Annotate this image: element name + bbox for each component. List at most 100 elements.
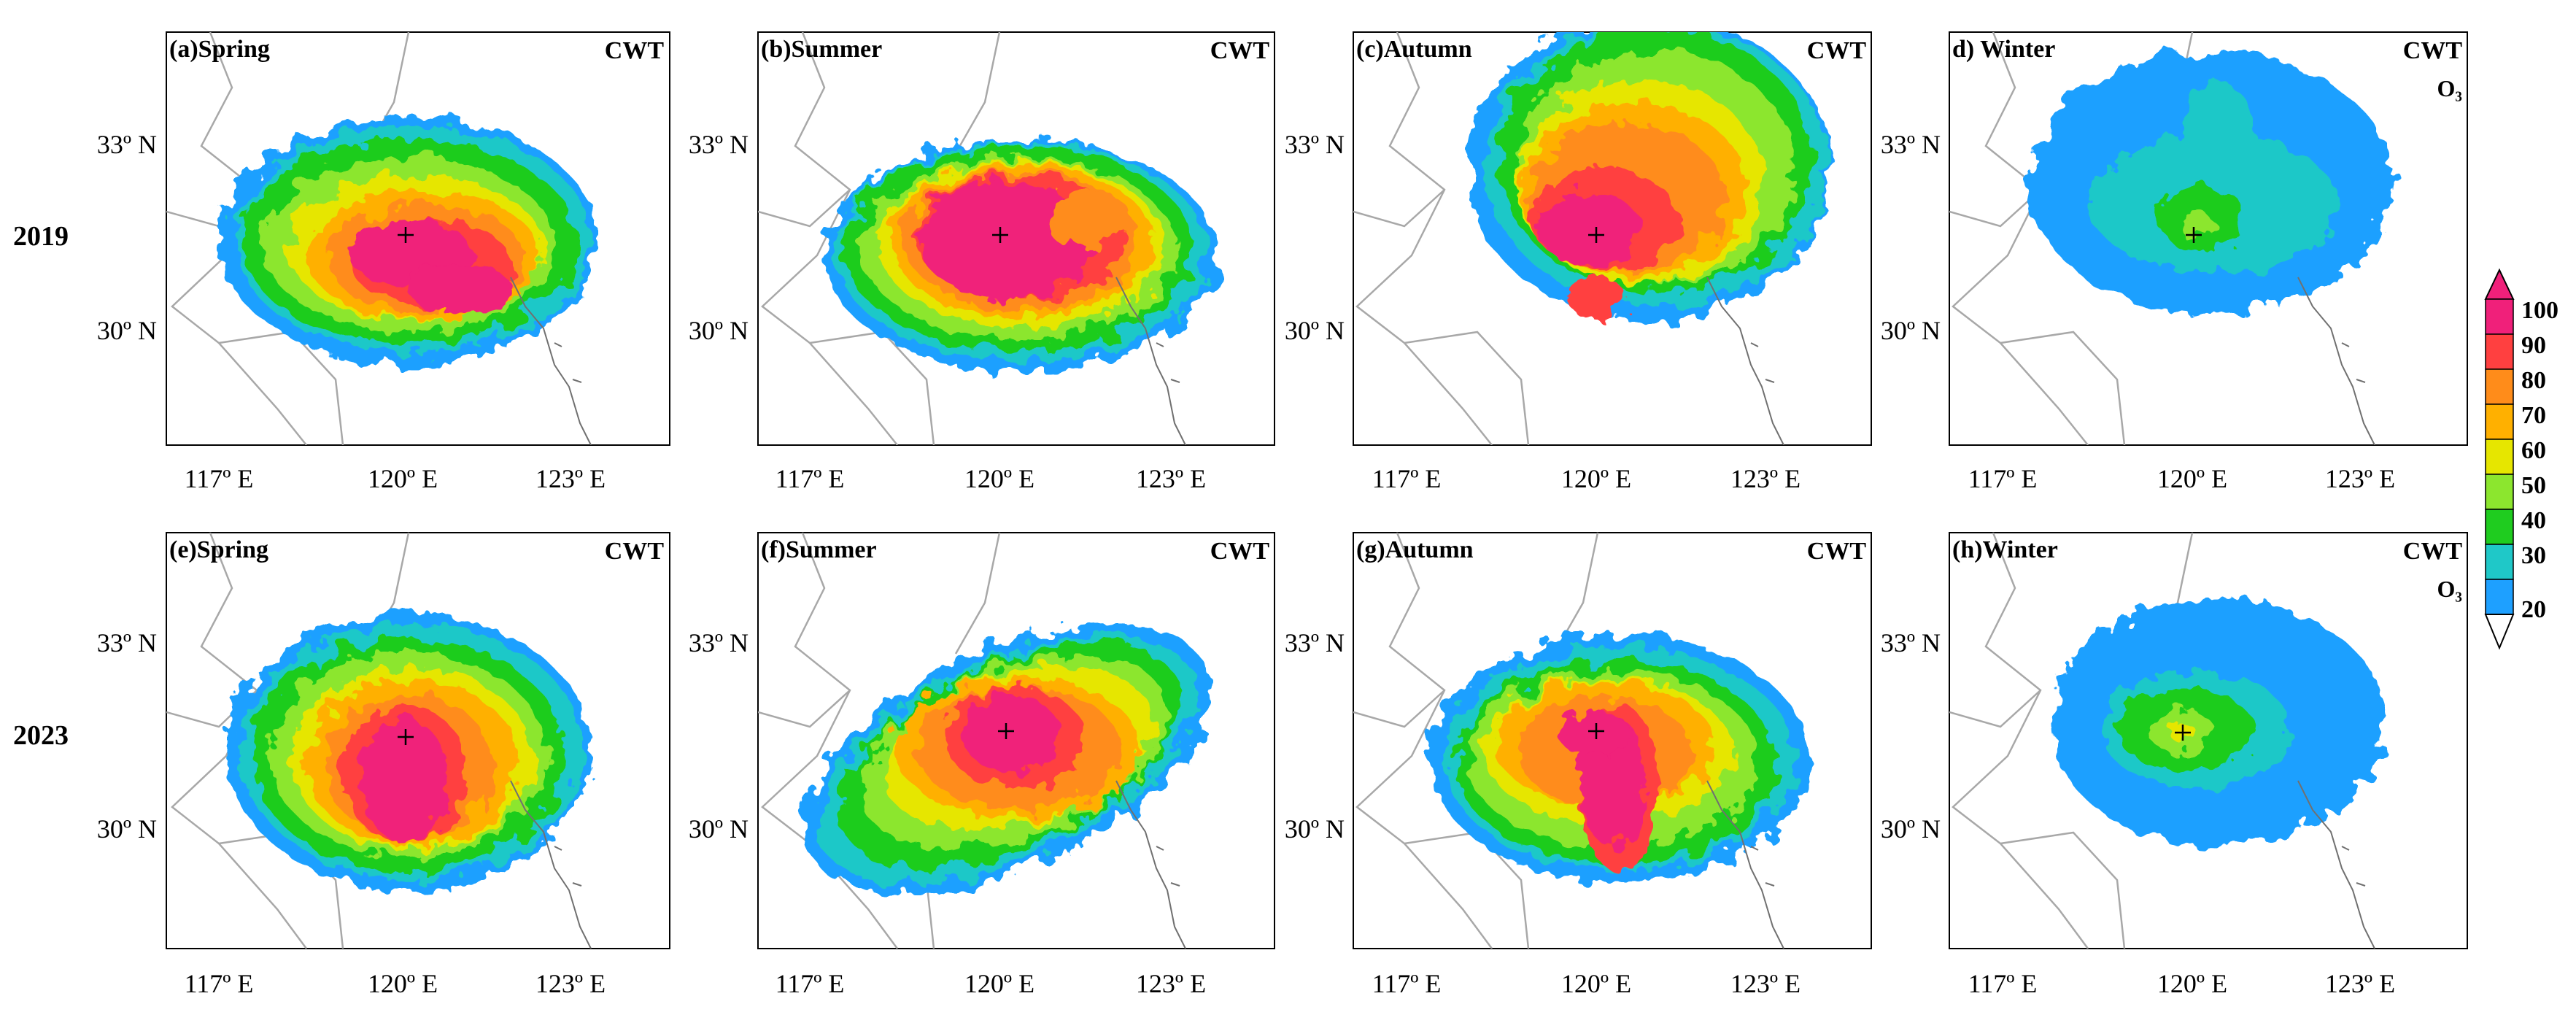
colorbar-bin — [2485, 509, 2514, 545]
x-tick: 123º E — [1730, 969, 1801, 998]
x-tick: 117º E — [185, 969, 254, 998]
receptor-marker — [1588, 723, 1604, 739]
x-tick: 117º E — [185, 464, 254, 493]
coastline — [1706, 277, 1784, 445]
colorbar-label: 90 — [2521, 332, 2546, 359]
y-tick: 33º N — [689, 628, 749, 657]
coastline — [1115, 277, 1186, 445]
x-tick: 117º E — [775, 464, 845, 493]
panel-a: (a)Spring CWT 33º N 30º N 117º E 120º E … — [97, 31, 670, 493]
colorbar-bin — [2485, 333, 2514, 370]
panel-label: (e)Spring — [169, 536, 268, 563]
panel-d: d) Winter CWT O₃ 33º N 30º N 117º E 120º… — [1881, 31, 2468, 493]
province-boundaries — [758, 32, 1001, 445]
x-tick: 120º E — [1561, 464, 1631, 493]
colorbar-label: 70 — [2521, 402, 2546, 429]
cwt-contours — [1430, 635, 1809, 883]
x-tick: 117º E — [1968, 464, 2038, 493]
colorbar-label: 100 — [2521, 297, 2558, 324]
colorbar-bin — [2485, 544, 2514, 580]
cwt-contours — [824, 139, 1218, 372]
x-tick: 117º E — [1372, 969, 1442, 998]
colorbar-label: 40 — [2521, 507, 2546, 534]
y-tick: 33º N — [1881, 628, 1941, 657]
receptor-marker — [2186, 227, 2202, 243]
colorbar: 100 90 80 70 60 50 40 30 20 — [2484, 268, 2558, 650]
panel-label: (b)Summer — [761, 36, 882, 63]
colorbar-top-arrow — [2484, 268, 2515, 300]
y-tick: 30º N — [97, 814, 157, 844]
province-boundaries — [758, 533, 1001, 949]
x-tick: 120º E — [368, 464, 438, 493]
province-boundaries — [1353, 533, 1599, 949]
year-label-2019: 2019 — [13, 221, 69, 252]
colorbar-bin — [2485, 404, 2514, 440]
method-label: CWT — [1210, 37, 1270, 64]
cwt-contours — [2050, 598, 2386, 846]
method-label: CWT — [1210, 538, 1270, 565]
panel-label: (c)Autumn — [1356, 36, 1472, 63]
panel-h: (h)Winter CWT O₃ 33º N 30º N 117º E 120º… — [1881, 532, 2468, 998]
y-tick: 33º N — [97, 130, 157, 159]
province-boundaries — [166, 533, 410, 949]
colorbar-label: 20 — [2521, 596, 2546, 623]
province-boundaries — [1353, 32, 1599, 445]
x-tick: 123º E — [2325, 969, 2395, 998]
province-boundaries — [1949, 533, 2194, 949]
y-tick: 33º N — [689, 130, 749, 159]
coastline — [510, 780, 592, 949]
receptor-marker — [2175, 725, 2191, 741]
panel-label: (g)Autumn — [1356, 536, 1474, 563]
y-tick: 30º N — [1881, 814, 1941, 844]
y-tick: 30º N — [689, 814, 749, 844]
panel-label: (f)Summer — [761, 536, 877, 563]
coastline — [2297, 277, 2375, 445]
y-tick: 33º N — [97, 628, 157, 657]
method-label: CWT — [605, 538, 665, 565]
x-tick: 120º E — [1561, 969, 1631, 998]
panel-c: (c)Autumn CWT 33º N 30º N 117º E 120º E … — [1285, 31, 1872, 493]
method-label: CWT — [1807, 37, 1867, 64]
y-tick: 30º N — [1881, 316, 1941, 345]
x-tick: 123º E — [535, 969, 606, 998]
panel-label: d) Winter — [1952, 36, 2055, 63]
method-label: CWT — [2403, 37, 2463, 64]
colorbar-label: 50 — [2521, 472, 2546, 499]
colorbar-bin — [2485, 298, 2514, 335]
x-tick: 123º E — [535, 464, 606, 493]
x-tick: 117º E — [775, 969, 845, 998]
x-tick: 120º E — [2157, 969, 2227, 998]
colorbar-bin — [2485, 579, 2514, 615]
y-tick: 33º N — [1285, 628, 1345, 657]
y-tick: 33º N — [1881, 130, 1941, 159]
panel-label: (h)Winter — [1952, 536, 2058, 563]
colorbar-label: 30 — [2521, 542, 2546, 569]
cwt-contours — [219, 117, 598, 365]
panel-b: (b)Summer CWT 33º N 30º N 117º E 120º E … — [689, 31, 1275, 493]
x-tick: 120º E — [964, 969, 1034, 998]
cwt-contours — [2028, 51, 2393, 314]
x-tick: 123º E — [1136, 969, 1206, 998]
coastline — [1115, 780, 1186, 949]
method-label: CWT — [2403, 538, 2463, 565]
cwt-contours — [226, 613, 591, 890]
x-tick: 117º E — [1968, 969, 2038, 998]
year-label-2023: 2023 — [13, 720, 69, 751]
colorbar-bin — [2485, 439, 2514, 475]
province-boundaries — [1949, 32, 2194, 445]
method-label: CWT — [1807, 538, 1867, 565]
receptor-marker — [398, 729, 414, 745]
cwt-contours — [802, 623, 1211, 895]
x-tick: 120º E — [2157, 464, 2227, 493]
colorbar-label: 60 — [2521, 437, 2546, 464]
colorbar-bin — [2485, 474, 2514, 510]
panel-f: (f)Summer CWT 33º N 30º N 117º E 120º E … — [689, 532, 1275, 998]
coastline — [2297, 780, 2375, 949]
y-tick: 30º N — [1285, 316, 1345, 345]
x-tick: 123º E — [1730, 464, 1801, 493]
receptor-marker — [1588, 227, 1604, 243]
colorbar-bottom-arrow — [2484, 614, 2515, 650]
panel-e: (e)Spring CWT 33º N 30º N 117º E 120º E … — [97, 532, 670, 998]
x-tick: 117º E — [1372, 464, 1442, 493]
